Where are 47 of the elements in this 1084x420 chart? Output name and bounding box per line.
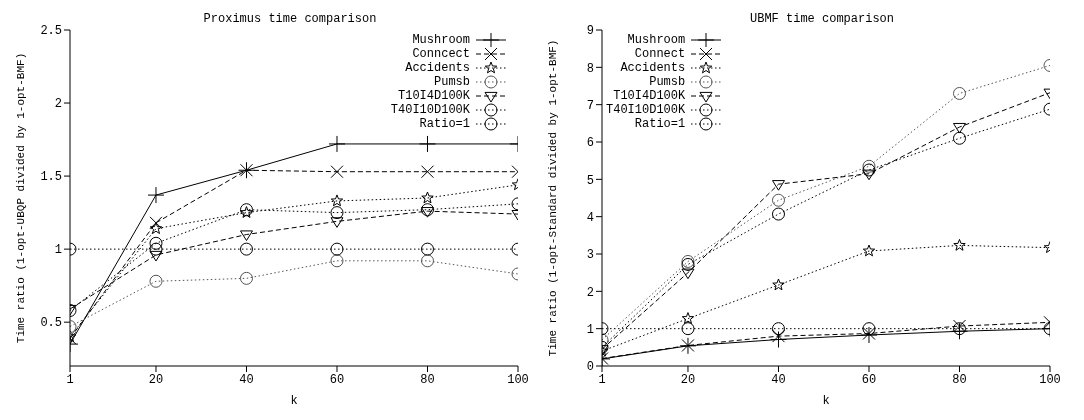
y-tick-label: 0.5 (40, 316, 62, 331)
chart-title: Proximus time comparison (203, 12, 377, 26)
x-axis-title: k (822, 394, 830, 408)
y-tick-label: 7 (586, 98, 594, 113)
chart-title: UBMF time comparison (749, 12, 895, 26)
y-tick-label: 2.5 (40, 24, 62, 39)
legend-label: Ratio=1 (419, 117, 470, 131)
legend-label: Mushroom (412, 33, 470, 47)
x-tick-label: 40 (239, 372, 254, 387)
y-tick-label: 5 (586, 173, 594, 188)
y-tick-label: 8 (586, 61, 594, 76)
y-tick-label: 6 (586, 136, 594, 151)
legend-label: Pumsb (649, 75, 686, 89)
x-tick-label: 60 (329, 372, 345, 387)
legend-label: Accidents (620, 61, 686, 75)
x-tick-label: 60 (861, 372, 877, 387)
legend-label: T10I4D100K (613, 89, 686, 103)
x-axis-title: k (290, 394, 298, 408)
x-tick-label: 100 (1039, 372, 1061, 387)
y-tick-label: 0 (586, 360, 594, 375)
y-tick-label: 2 (54, 97, 62, 112)
legend-label: T40I10D100K (606, 103, 686, 117)
legend-label: T40I10D100K (390, 103, 470, 117)
y-axis-title: Time ratio (1-opt-UBQP divided by 1-opt-BMF) (15, 52, 27, 344)
y-tick-label: 9 (586, 24, 594, 39)
x-tick-label: 100 (507, 372, 529, 387)
x-tick-label: 80 (420, 372, 435, 387)
y-tick-label: 2 (586, 285, 594, 300)
y-tick-label: 3 (586, 248, 594, 263)
y-tick-label: 1 (586, 322, 594, 337)
x-tick-label: 80 (952, 372, 967, 387)
legend-label: Mushroom (627, 33, 686, 47)
y-tick-label: 1.5 (40, 170, 62, 185)
legend-label: Connect (634, 47, 686, 61)
legend-label: Accidents (405, 61, 470, 75)
x-tick-label: 20 (148, 372, 164, 387)
legend-label: T10I4D100K (397, 89, 470, 103)
y-axis-title: Time ratio (1-opt-Standard divided by 1-opt-BMF) (547, 39, 559, 357)
x-tick-label: 40 (771, 372, 786, 387)
x-tick-label: 1 (598, 372, 606, 387)
y-tick-label: 1 (54, 243, 62, 258)
y-tick-label: 4 (586, 210, 594, 225)
x-tick-label: 1 (66, 372, 74, 387)
legend-label: Ratio=1 (634, 117, 686, 131)
x-tick-label: 20 (680, 372, 696, 387)
legend-label: Pumsb (433, 75, 470, 89)
legend-label: Conncect (412, 47, 470, 61)
